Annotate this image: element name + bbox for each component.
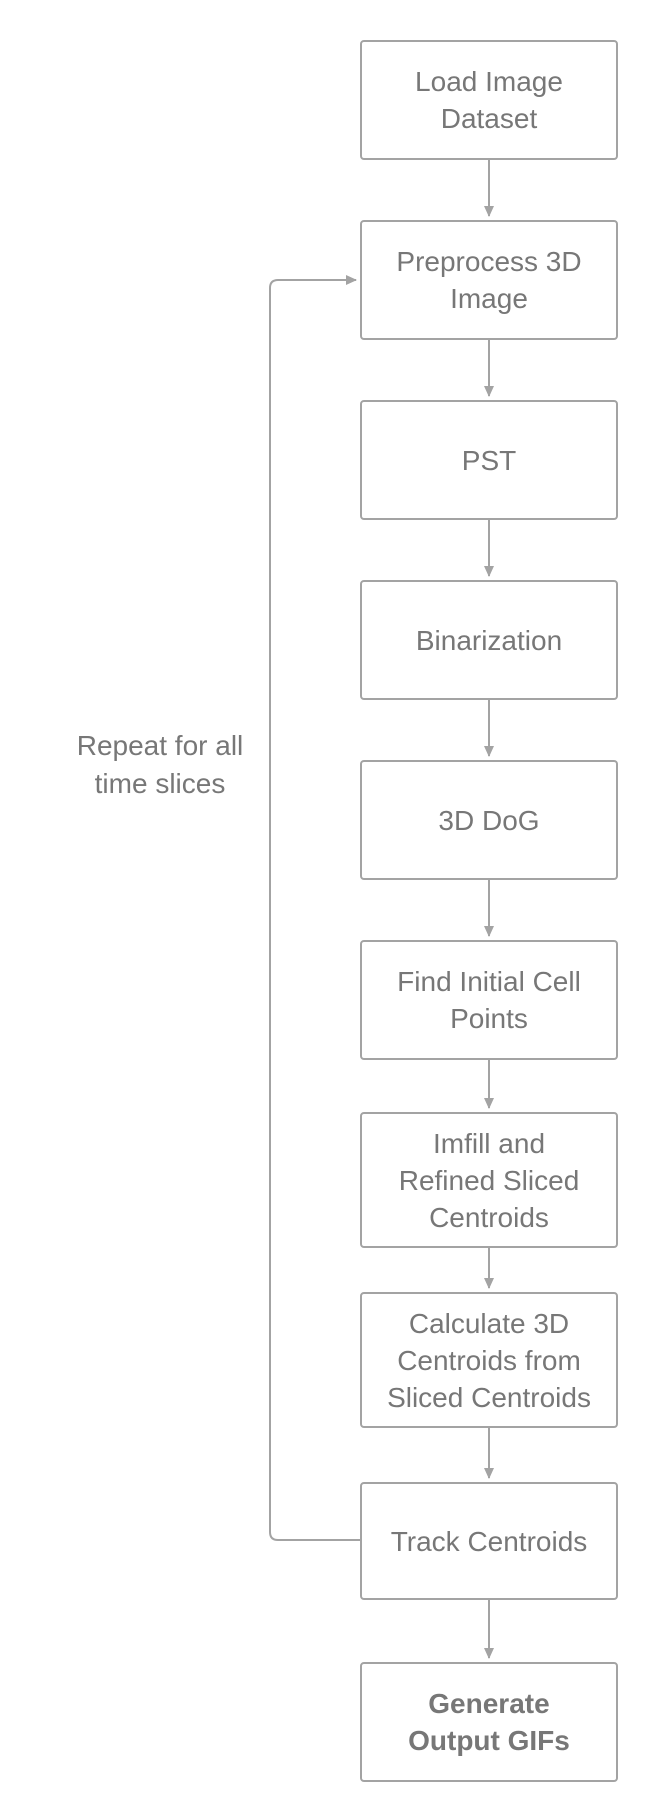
loop-label: Repeat for all time slices: [76, 730, 244, 799]
loop-back-arrow: [269, 275, 360, 1541]
node-3d-dog: 3D DoG: [360, 760, 618, 880]
node-track-centroids: Track Centroids: [360, 1482, 618, 1600]
node-generate-output-gifs: Generate Output GIFs: [360, 1662, 618, 1782]
node-preprocess-3d-image: Preprocess 3D Image: [360, 220, 618, 340]
node-label: Find Initial Cell Points: [397, 966, 581, 1034]
node-calculate-3d-centroids: Calculate 3D Centroids from Sliced Centr…: [360, 1292, 618, 1428]
node-label: Calculate 3D Centroids from Sliced Centr…: [387, 1307, 591, 1413]
node-label: PST: [461, 444, 517, 476]
node-label: 3D DoG: [438, 804, 540, 836]
node-label: Load Image Dataset: [415, 66, 563, 134]
node-pst: PST: [360, 400, 618, 520]
node-label: Generate Output GIFs: [408, 1688, 570, 1756]
node-label: Imfill and Refined Sliced Centroids: [398, 1127, 580, 1233]
node-label: Preprocess 3D Image: [396, 246, 582, 314]
node-load-image-dataset: Load Image Dataset: [360, 40, 618, 160]
node-label: Binarization: [415, 624, 563, 656]
node-imfill-refined-sliced-centroids: Imfill and Refined Sliced Centroids: [360, 1112, 618, 1248]
node-find-initial-cell-points: Find Initial Cell Points: [360, 940, 618, 1060]
node-label: Track Centroids: [390, 1525, 588, 1557]
node-binarization: Binarization: [360, 580, 618, 700]
